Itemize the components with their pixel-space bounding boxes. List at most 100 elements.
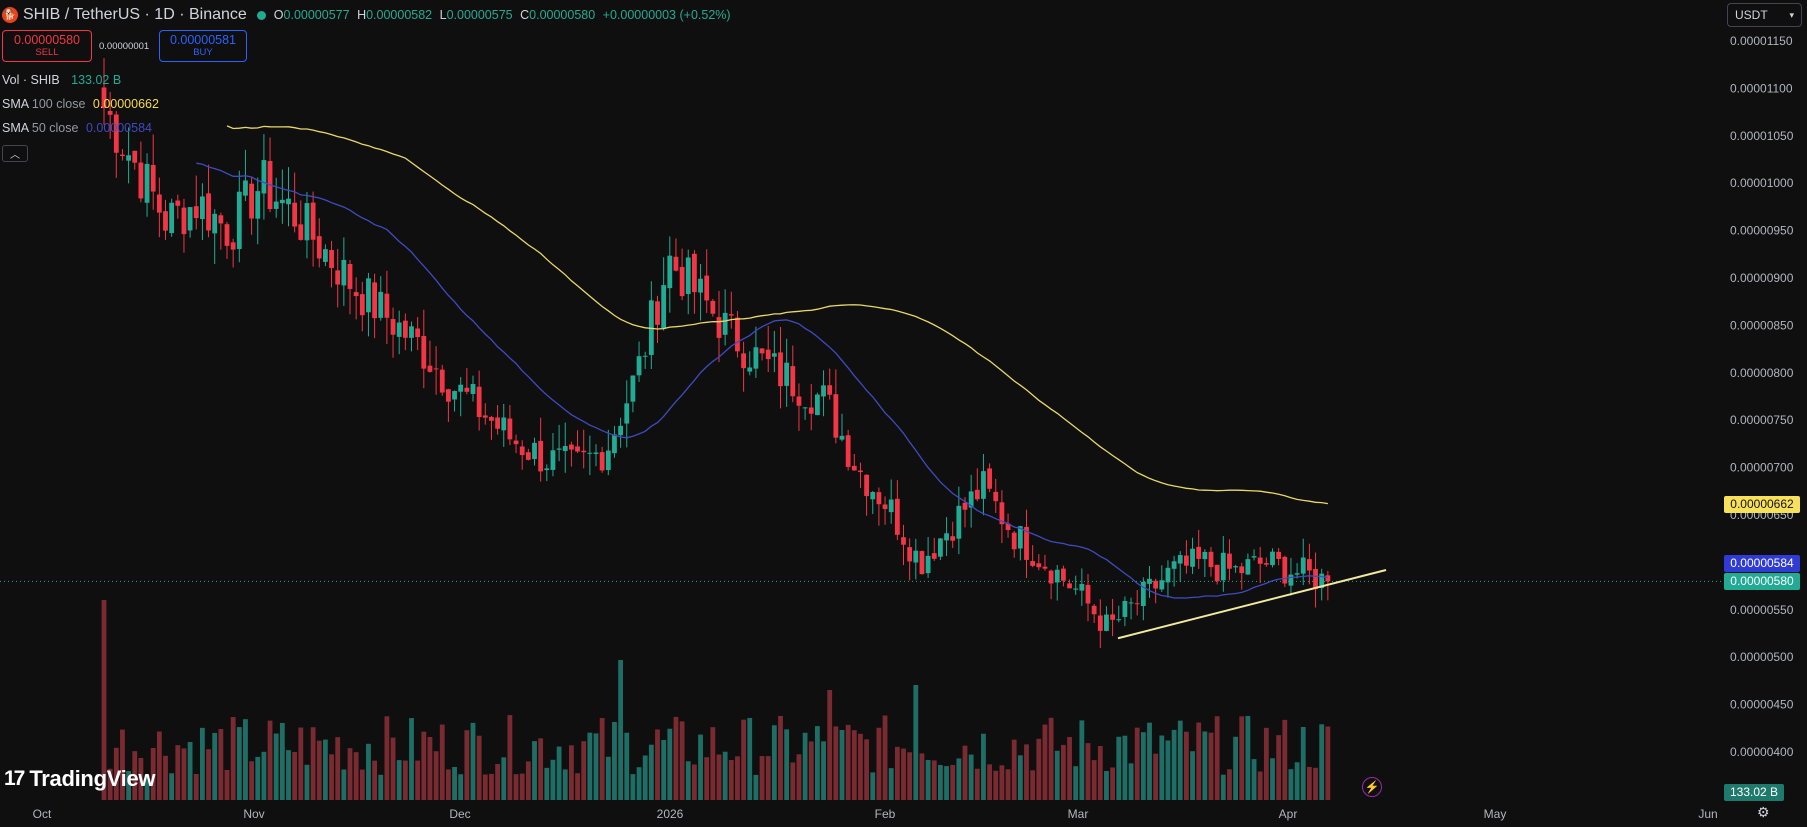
candle-body (765, 349, 771, 360)
volume-bar (236, 727, 242, 800)
candle-body (999, 502, 1005, 525)
volume-bar (120, 729, 125, 800)
candle-body (833, 394, 839, 438)
currency-selector[interactable]: USDT ▾ (1727, 3, 1802, 27)
volume-bar (1239, 716, 1245, 800)
candle-body (648, 300, 654, 355)
volume-bar (1288, 769, 1294, 800)
volume-bar (704, 757, 710, 800)
candle-body (1239, 566, 1245, 574)
candle-body (710, 300, 716, 314)
candle-body (304, 203, 310, 241)
volume-bar (107, 768, 113, 800)
volume-bar (636, 767, 642, 800)
indicator-volume[interactable]: Vol · SHIB 133.02 B (2, 73, 122, 87)
volume-bar (421, 731, 427, 800)
candle-body (692, 253, 697, 293)
candle-body (1085, 584, 1091, 604)
volume-bar (113, 747, 119, 800)
volume-bar (987, 764, 992, 800)
x-tick-label: 2026 (657, 807, 684, 821)
tradingview-logo[interactable]: 17 TradingView (4, 766, 156, 791)
sell-button[interactable]: 0.00000580 SELL (2, 30, 92, 62)
candle-body (673, 256, 679, 271)
candle-body (1257, 557, 1263, 564)
volume-bar (753, 774, 759, 800)
candle-body (286, 198, 291, 205)
candle-body (1140, 581, 1146, 606)
volume-bar (169, 773, 175, 800)
candle-body (569, 444, 574, 450)
candle-body (784, 362, 790, 386)
volume-bar (138, 757, 144, 800)
volume-bar (519, 773, 525, 800)
candle-body (175, 200, 181, 206)
volume-bar (1097, 746, 1103, 800)
lightning-icon[interactable]: ⚡ (1362, 777, 1382, 797)
volume-bar (532, 741, 537, 800)
volume-bar (156, 731, 162, 800)
candle-body (113, 114, 119, 153)
gear-icon[interactable]: ⚙ (1757, 804, 1770, 820)
volume-bar (685, 761, 691, 800)
volume-bar (784, 729, 790, 800)
indicator-sma50[interactable]: SMA 50 close 0.00000584 (2, 121, 152, 135)
symbol-title[interactable]: SHIB / TetherUS · 1D · Binance (23, 6, 247, 23)
spread-value: 0.00000001 (99, 41, 150, 52)
candle-body (132, 150, 138, 163)
volume-bar (925, 759, 931, 800)
volume-bar (870, 772, 876, 800)
volume-bar (1085, 743, 1091, 800)
volume-bar (815, 726, 820, 800)
y-tick-label: 0.00000800 (1730, 366, 1794, 380)
candle-body (476, 386, 482, 418)
candle-body (1276, 551, 1282, 559)
chevron-up-icon: ︿ (10, 150, 20, 161)
candle-body (1159, 580, 1165, 590)
y-tick-label: 0.00000900 (1730, 271, 1794, 285)
candle-body (279, 199, 285, 204)
volume-bar (1110, 767, 1115, 800)
candle-body (821, 385, 826, 397)
sma100-line (226, 125, 1329, 505)
candle-body (1196, 546, 1202, 559)
volume-bar (353, 752, 359, 800)
candle-body (507, 418, 513, 440)
candle-body (962, 502, 968, 510)
candle-body (1104, 614, 1109, 631)
candle-body (636, 356, 642, 376)
candle-body (538, 440, 544, 472)
volume-bar (538, 738, 544, 800)
volume-bar (618, 660, 623, 800)
volume-bar (409, 718, 414, 800)
volume-bar (1147, 722, 1152, 800)
volume-bar (747, 718, 753, 800)
candle-body (698, 278, 703, 293)
buy-button[interactable]: 0.00000581 BUY (159, 30, 247, 62)
candle-body (341, 259, 347, 286)
volume-bar (1190, 751, 1195, 800)
volume-bar (759, 756, 765, 800)
candle-body (556, 448, 562, 450)
candle-body (402, 320, 408, 338)
volume-tag: 133.02 B (1724, 784, 1784, 801)
candle-body (433, 368, 439, 370)
volume-bar (218, 729, 224, 800)
candle-body (138, 162, 144, 199)
volume-bar (1319, 724, 1325, 800)
candle-body (1288, 574, 1294, 586)
candle-body (858, 470, 863, 473)
candle-body (870, 492, 876, 500)
candle-body (1177, 555, 1183, 564)
volume-bar (1036, 738, 1042, 800)
volume-bar (1159, 735, 1165, 800)
collapse-legend-button[interactable]: ︿ (2, 145, 28, 162)
indicator-sma100[interactable]: SMA 100 close 0.00000662 (2, 97, 159, 111)
candle-body (458, 384, 464, 392)
candle-body (1147, 578, 1152, 584)
volume-bar (255, 756, 261, 800)
volume-bar (452, 766, 457, 800)
candle-body (482, 415, 488, 418)
candle-body (396, 322, 402, 337)
